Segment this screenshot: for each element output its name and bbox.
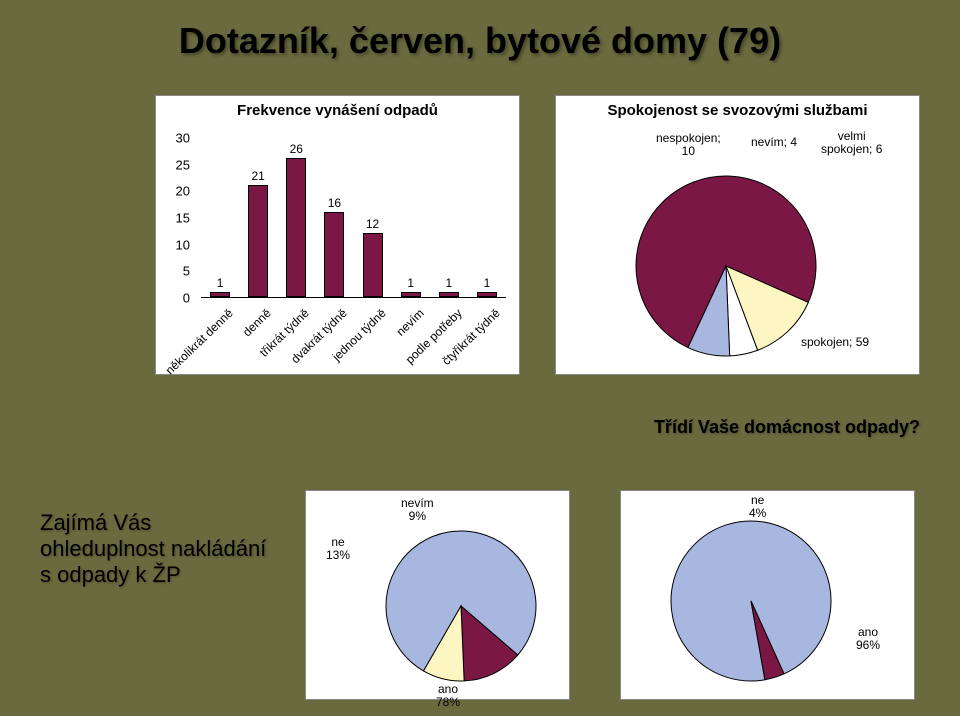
bar <box>401 292 421 297</box>
bar-plot-area: 121261612111 <box>201 138 506 298</box>
y-tick: 25 <box>176 157 190 172</box>
bar-value-label: 21 <box>243 169 273 183</box>
bar-value-label: 1 <box>205 276 235 290</box>
bar-value-label: 1 <box>396 276 426 290</box>
bar <box>324 212 344 297</box>
y-tick: 10 <box>176 237 190 252</box>
pie1-panel: Spokojenost se svozovými službami spokoj… <box>555 95 920 375</box>
bar-value-label: 1 <box>434 276 464 290</box>
bar-category-label: nevím <box>393 306 426 339</box>
y-tick: 20 <box>176 184 190 199</box>
pie-label-nevim: nevím9% <box>401 497 434 523</box>
y-tick: 30 <box>176 131 190 146</box>
bar <box>363 233 383 297</box>
page-title: Dotazník, červen, bytové domy (79) <box>0 20 960 62</box>
pie-label-ano: ano96% <box>856 626 880 652</box>
bar-value-label: 16 <box>319 196 349 210</box>
pie3-svg <box>621 491 916 701</box>
bar-x-labels: několikrát dennědennětřikrát týdnědvakrá… <box>201 302 506 372</box>
pie-label-ne: ne13% <box>326 536 350 562</box>
pie-label-nevim: nevím; 4 <box>751 136 797 149</box>
pie2-svg <box>306 491 571 701</box>
bar <box>210 292 230 297</box>
pie3-question: Třídí Vaše domácnost odpady? <box>555 417 920 438</box>
bar <box>286 158 306 297</box>
y-tick: 15 <box>176 211 190 226</box>
pie-label-nespokojen: nespokojen;10 <box>656 132 721 158</box>
bar-value-label: 12 <box>358 217 388 231</box>
bar-value-label: 1 <box>472 276 502 290</box>
bar-chart-title: Frekvence vynášení odpadů <box>156 96 519 119</box>
bar <box>439 292 459 297</box>
side-question: Zajímá Vás ohleduplnost nakládání s odpa… <box>40 510 270 588</box>
pie3-panel: ano96% ne4% <box>620 490 915 700</box>
bar-chart-panel: Frekvence vynášení odpadů 0 5 10 15 20 25 30 1… <box>155 95 520 375</box>
bar-category-label: denně <box>240 306 274 339</box>
pie-label-ano: ano78% <box>436 683 460 709</box>
bar <box>477 292 497 297</box>
pie-label-spokojen: spokojen; 59 <box>801 336 869 349</box>
y-tick: 0 <box>183 291 190 306</box>
y-tick: 5 <box>183 264 190 279</box>
bar <box>248 185 268 297</box>
pie-label-ne: ne4% <box>749 494 766 520</box>
bar-value-label: 26 <box>281 142 311 156</box>
bar-y-axis: 051015202530 <box>156 138 196 298</box>
pie-label-velmi-spokojen: velmispokojen; 6 <box>821 130 882 156</box>
pie2-panel: ano78%ne13%nevím9% <box>305 490 570 700</box>
bar-category-label: několikrát denně <box>163 306 236 377</box>
